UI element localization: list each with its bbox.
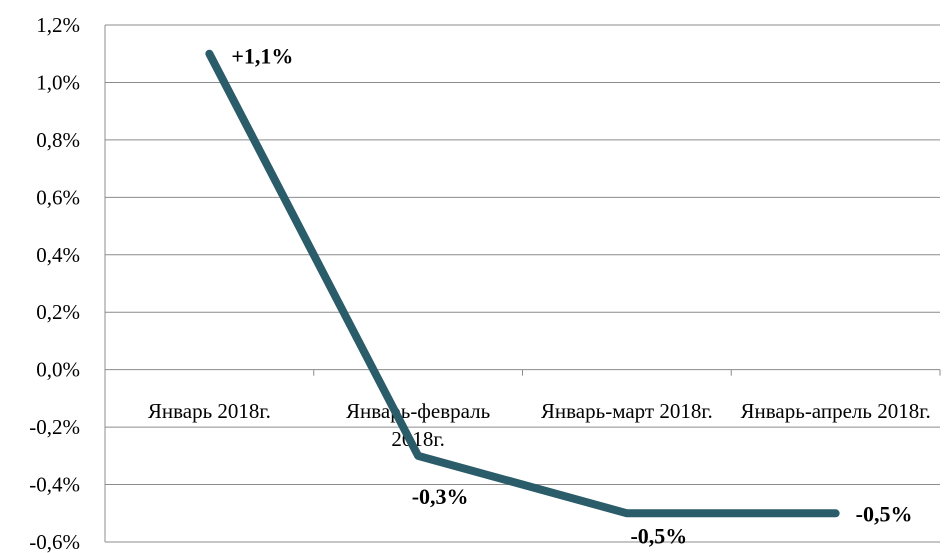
x-tick-label: Январь 2018г.: [148, 399, 271, 423]
x-tick-label: Январь-февраль 2018г.: [346, 399, 490, 451]
y-tick-label: -0,6%: [29, 530, 80, 553]
y-tick-label: 0,0%: [36, 358, 80, 382]
x-tick-label: Январь-март 2018г.: [541, 399, 713, 423]
data-label: -0,5%: [856, 501, 913, 526]
y-tick-label: 0,8%: [36, 128, 80, 152]
y-tick-label: 1,0%: [36, 70, 80, 94]
y-tick-label: 0,2%: [36, 300, 80, 324]
data-label: -0,3%: [412, 484, 469, 509]
y-tick-label: -0,4%: [29, 473, 80, 497]
x-tick-label: Январь-апрель 2018г.: [741, 399, 931, 423]
data-label: -0,5%: [630, 523, 687, 548]
y-tick-label: 1,2%: [36, 13, 80, 37]
data-label: +1,1%: [231, 44, 293, 69]
y-tick-label: -0,2%: [29, 415, 80, 439]
y-tick-label: 0,6%: [36, 185, 80, 209]
y-tick-label: 0,4%: [36, 243, 80, 267]
line: [205, 49, 840, 518]
